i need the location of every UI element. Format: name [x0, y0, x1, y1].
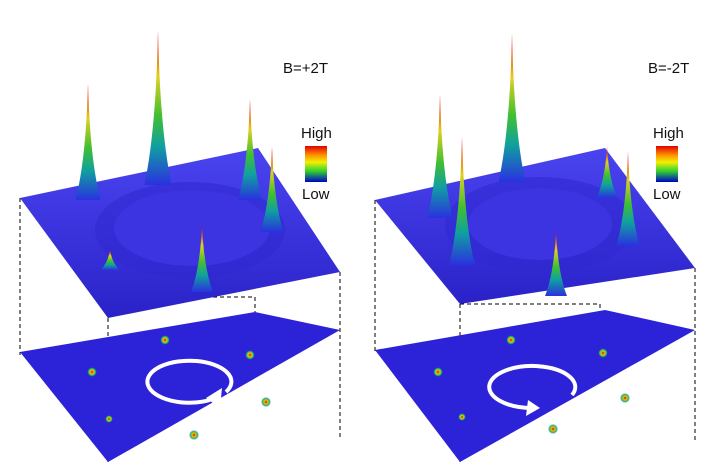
density-peak: [616, 151, 640, 246]
density-peak: [596, 146, 618, 198]
surface-crater-center: [468, 188, 612, 260]
surface-crater-center: [114, 190, 270, 266]
spot: [620, 393, 630, 403]
density-peaks: [75, 30, 284, 292]
density-peak: [100, 249, 120, 270]
spot: [87, 367, 97, 377]
spot: [598, 348, 608, 358]
density-peak: [545, 230, 567, 296]
legend-low-label: Low: [302, 186, 330, 203]
density-peak: [498, 33, 526, 183]
density-peak: [237, 99, 263, 200]
spot: [160, 335, 170, 345]
spot: [189, 430, 199, 440]
spot: [548, 424, 558, 434]
rotation-arrow-cw: [487, 364, 578, 416]
density-peak: [191, 225, 213, 292]
field-label-negative: B=-2T: [648, 60, 690, 77]
spot: [261, 397, 271, 407]
legend-high-label: High: [653, 125, 684, 142]
projected-spots: [433, 335, 630, 434]
colorbar: [305, 146, 327, 182]
density-peak: [75, 83, 101, 200]
legend-high-label: High: [301, 125, 332, 142]
density-peak: [260, 146, 284, 232]
field-label-positive: B=+2T: [283, 60, 329, 77]
projection-plane: [20, 312, 340, 462]
projected-spots: [87, 335, 271, 440]
rotation-arrow-ccw: [145, 358, 234, 408]
panel-negative-field: [374, 33, 696, 462]
density-peaks: [427, 33, 640, 296]
projection-plane: [375, 310, 695, 462]
spot: [245, 350, 255, 360]
colorbar: [656, 146, 678, 182]
density-peak: [144, 30, 172, 185]
spot: [506, 335, 516, 345]
spot: [433, 367, 443, 377]
legend-low-label: Low: [653, 186, 681, 203]
spot: [105, 415, 113, 423]
density-peak: [449, 136, 475, 265]
panel-positive-field: [19, 30, 341, 462]
spot: [458, 413, 466, 421]
density-peak: [427, 94, 453, 218]
